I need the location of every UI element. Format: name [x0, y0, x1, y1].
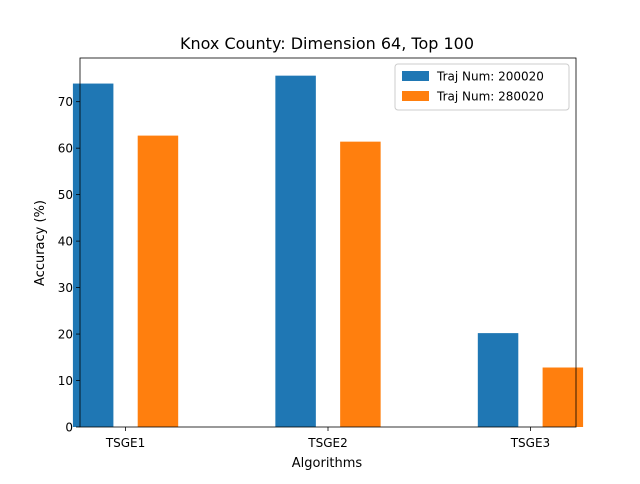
bar-tsge2-series-2	[340, 141, 381, 427]
y-tick-label: 0	[65, 421, 73, 435]
x-tick-label: TSGE3	[510, 436, 550, 450]
legend-swatch-series-1	[402, 71, 429, 81]
x-tick-label: TSGE1	[105, 436, 145, 450]
y-tick-label: 40	[58, 235, 73, 249]
y-tick-label: 50	[58, 188, 73, 202]
bar-tsge3-series-1	[477, 333, 519, 427]
bar-tsge2-series-1	[275, 75, 316, 427]
chart-title: Knox County: Dimension 64, Top 100	[180, 34, 474, 53]
y-tick-label: 60	[58, 142, 73, 156]
y-tick-label: 10	[58, 374, 73, 388]
bar-tsge1-series-1	[72, 83, 114, 427]
plot-area: 0 10 20 30 40 50 60 70 TSGE1 TSGE2 TSGE3	[58, 57, 584, 450]
y-tick-label: 20	[58, 328, 73, 342]
y-tick-label: 70	[58, 95, 73, 109]
legend-swatch-series-2	[402, 91, 429, 101]
legend-label-series-2: Traj Num: 280020	[436, 90, 544, 104]
legend-box	[394, 63, 570, 111]
y-tick-label: 30	[58, 281, 73, 295]
legend: Traj Num: 200020 Traj Num: 280020	[394, 63, 570, 111]
y-axis-label: Accuracy (%)	[33, 200, 48, 286]
legend-label-series-1: Traj Num: 200020	[436, 70, 544, 84]
bar-tsge1-series-2	[137, 135, 179, 428]
bar-tsge3-series-2	[542, 367, 584, 427]
x-axis-label: Algorithms	[292, 456, 363, 471]
x-tick-label: TSGE2	[307, 436, 347, 450]
